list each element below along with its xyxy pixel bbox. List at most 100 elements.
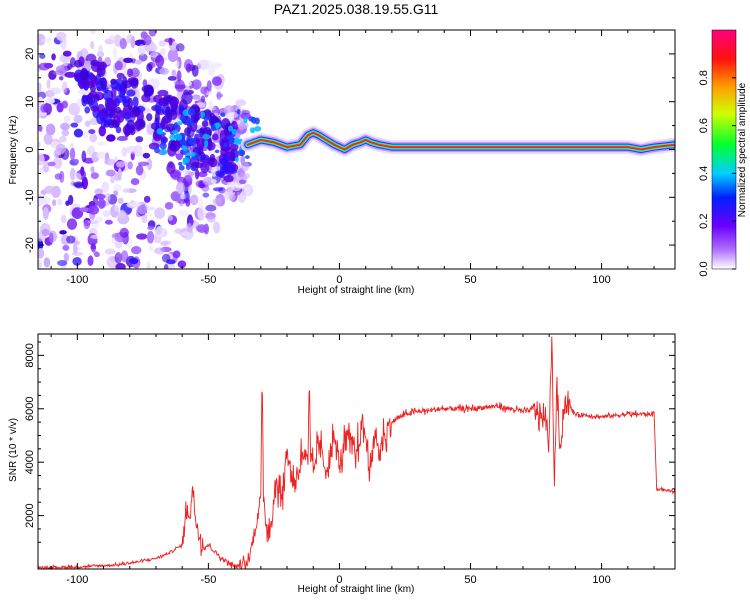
spectrogram-cell — [38, 108, 42, 120]
spectrogram-cell — [200, 111, 206, 118]
spectrogram-cell — [235, 99, 247, 107]
spectrogram-cell — [223, 174, 234, 183]
spectrogram-cell — [146, 230, 155, 244]
spectrogram-cell — [59, 230, 67, 235]
spectrogram-cell — [130, 67, 140, 78]
spectrogram-cell — [117, 197, 124, 205]
spectrogram-cell — [135, 136, 144, 143]
spectrogram-cell — [64, 71, 77, 78]
colorbar-label: Normalized spectral amplitude — [737, 82, 748, 217]
spectrogram-cell — [104, 248, 116, 255]
spectrogram-cell — [96, 61, 108, 71]
spectrogram-cell — [195, 224, 208, 233]
spectrogram-cell — [166, 259, 176, 265]
spectrogram-cell — [38, 238, 44, 251]
spectrogram-cell — [183, 89, 189, 96]
spectrogram-x-tick-label: -100 — [66, 274, 88, 286]
spectrogram-cell — [178, 161, 183, 166]
spectrogram-cell — [218, 171, 224, 178]
spectrogram-cell — [175, 43, 185, 52]
spectrogram-cell — [254, 125, 262, 132]
spectrogram-cell — [168, 37, 173, 46]
spectrogram-cell — [155, 54, 165, 68]
spectrogram-cell — [185, 197, 191, 207]
spectrogram-cell — [38, 259, 43, 269]
spectrogram-cell — [83, 131, 89, 139]
spectrogram-cell — [73, 242, 78, 255]
spectrogram-cell — [160, 148, 168, 156]
spectrogram-cell — [244, 155, 250, 159]
spectrogram-cell — [215, 122, 220, 130]
spectrogram-cell — [97, 198, 106, 209]
spectrogram-cell — [115, 106, 122, 114]
spectrogram-cell — [38, 248, 45, 259]
spectrogram-cell — [119, 37, 127, 50]
spectrogram-cell — [94, 188, 104, 196]
spectrogram-cell — [200, 160, 210, 174]
spectrogram-cell — [52, 199, 57, 207]
spectrogram-cell — [200, 86, 208, 95]
spectrogram-cell — [176, 121, 183, 126]
spectrogram-cell — [58, 76, 64, 81]
spectrogram-cell — [179, 138, 187, 146]
spectrogram-cell — [56, 31, 67, 41]
spectrogram-cell — [206, 141, 216, 151]
spectrogram-cell — [187, 80, 192, 87]
spectrogram-cell — [69, 147, 76, 161]
spectrogram-cell — [117, 210, 127, 219]
spectrogram-cell — [204, 59, 213, 69]
spectrogram-cell — [39, 53, 46, 59]
spectrogram-cell — [208, 100, 213, 107]
spectrogram-cell — [63, 252, 70, 262]
spectrogram-cell — [216, 91, 222, 100]
spectrogram-cell — [120, 250, 129, 263]
spectrogram-cell — [144, 212, 152, 217]
spectrogram-cell — [123, 67, 129, 79]
spectrogram-cell — [188, 137, 196, 145]
spectrogram-cell — [148, 245, 154, 251]
spectrogram-cell — [224, 147, 235, 155]
spectrogram-y-tick-label: 20 — [24, 48, 36, 60]
spectrogram-cell — [191, 94, 201, 100]
spectrogram-cell — [38, 141, 41, 148]
spectrogram-cell — [147, 225, 155, 230]
spectrogram-cell — [73, 114, 83, 124]
spectrogram-cell — [39, 223, 51, 236]
spectrogram-cell — [196, 129, 201, 133]
spectrogram-cell — [228, 125, 234, 132]
spectrogram-cell — [90, 105, 100, 112]
spectrogram-cell — [90, 172, 99, 180]
spectrogram-cell — [203, 115, 211, 121]
snr-y-tick-label: 4000 — [24, 450, 36, 474]
spectrogram-cell — [189, 151, 196, 157]
spectrogram-cell — [146, 262, 151, 269]
spectrogram-x-tick-label: 0 — [336, 274, 342, 286]
spectrogram-cell — [114, 204, 120, 213]
spectrogram-cell — [160, 117, 168, 130]
spectrogram-cell — [38, 125, 43, 132]
spectrogram-cell — [57, 259, 68, 267]
spectrogram-cell — [84, 106, 91, 114]
spectrogram-cell — [172, 250, 181, 259]
spectrogram-cell — [60, 214, 67, 224]
spectrogram-cell — [220, 112, 226, 117]
spectrogram-cell — [114, 172, 120, 182]
spectrogram-cell — [72, 256, 82, 266]
spectrogram-ridge-band-5 — [246, 131, 675, 151]
spectrogram-y-tick-label: -10 — [24, 189, 36, 205]
spectrogram-cell — [211, 76, 222, 87]
spectrogram-cell — [206, 80, 212, 92]
spectrogram-cell — [154, 146, 160, 154]
colorbar-tick-label: 0.0 — [698, 261, 710, 276]
spectrogram-cell — [61, 81, 68, 94]
spectrogram-cell — [84, 120, 91, 127]
spectrogram-cell — [43, 257, 51, 268]
spectrogram-cell — [127, 68, 134, 78]
spectrogram-cell — [212, 221, 221, 234]
spectrogram-cell — [74, 172, 82, 181]
spectrogram-cell — [137, 44, 146, 56]
colorbar-tick-label: 0.2 — [698, 214, 710, 229]
spectrogram-cell — [57, 198, 63, 206]
spectrogram-cell — [81, 150, 87, 163]
spectrogram-cell — [38, 99, 41, 108]
